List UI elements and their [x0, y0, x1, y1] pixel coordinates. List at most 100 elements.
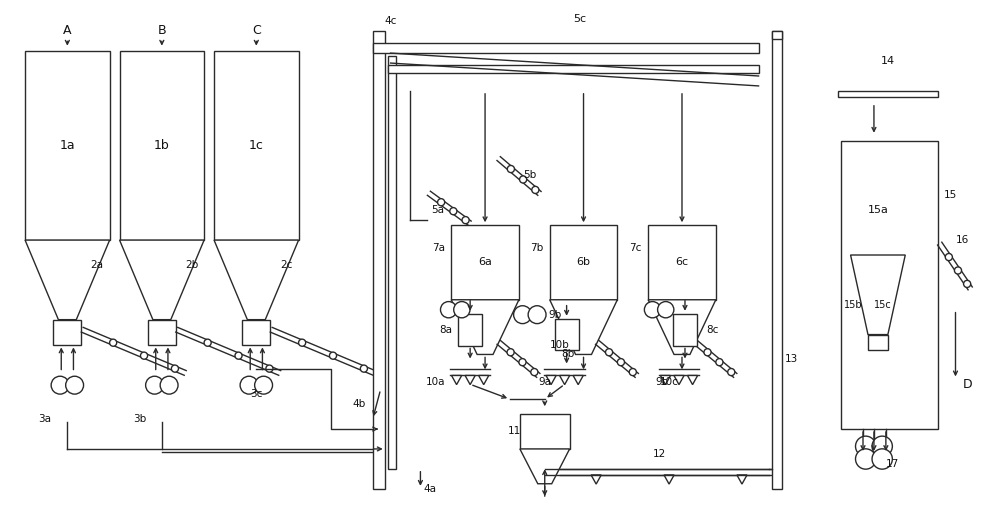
- Text: C: C: [252, 25, 261, 37]
- Circle shape: [945, 253, 952, 261]
- Polygon shape: [591, 475, 601, 484]
- Bar: [520, 414, 570, 449]
- Text: 1c: 1c: [249, 139, 264, 152]
- Circle shape: [531, 368, 538, 376]
- Text: 15b: 15b: [844, 300, 862, 310]
- Text: 2b: 2b: [185, 260, 198, 270]
- Circle shape: [532, 187, 539, 194]
- Polygon shape: [520, 449, 570, 484]
- Text: 5b: 5b: [523, 171, 536, 180]
- Polygon shape: [451, 300, 519, 355]
- Circle shape: [171, 365, 178, 372]
- Text: 11: 11: [508, 426, 522, 436]
- Text: B: B: [158, 25, 166, 37]
- Text: 4c: 4c: [384, 16, 397, 26]
- Bar: [148, 320, 176, 344]
- Polygon shape: [465, 376, 475, 385]
- Text: 10b: 10b: [550, 339, 570, 350]
- Polygon shape: [687, 376, 698, 385]
- Bar: [673, 314, 697, 345]
- Circle shape: [954, 267, 962, 274]
- Text: 12: 12: [652, 449, 666, 459]
- Text: 3a: 3a: [38, 414, 51, 424]
- Text: 13: 13: [785, 355, 798, 364]
- Polygon shape: [573, 376, 583, 385]
- Circle shape: [528, 306, 546, 323]
- Circle shape: [454, 301, 470, 318]
- Text: 8b: 8b: [561, 350, 574, 359]
- Polygon shape: [120, 240, 204, 320]
- Circle shape: [856, 436, 876, 456]
- Text: 4b: 4b: [352, 399, 365, 409]
- Text: 15c: 15c: [874, 300, 892, 310]
- Circle shape: [605, 349, 613, 356]
- Circle shape: [438, 199, 445, 206]
- Text: 17: 17: [886, 459, 899, 469]
- Circle shape: [507, 166, 514, 173]
- Bar: [550, 225, 617, 300]
- Circle shape: [299, 339, 306, 346]
- Text: 6c: 6c: [675, 258, 689, 267]
- Polygon shape: [550, 300, 617, 355]
- Circle shape: [507, 349, 514, 356]
- Circle shape: [146, 376, 164, 394]
- Circle shape: [66, 376, 84, 394]
- Text: 15: 15: [944, 190, 957, 200]
- Circle shape: [450, 207, 457, 215]
- Bar: [648, 225, 716, 300]
- Circle shape: [51, 376, 69, 394]
- Circle shape: [140, 352, 148, 359]
- Text: D: D: [963, 378, 972, 391]
- Bar: [373, 31, 385, 489]
- Bar: [388, 65, 759, 73]
- Circle shape: [360, 365, 367, 372]
- Bar: [555, 319, 579, 351]
- Circle shape: [644, 301, 661, 318]
- Circle shape: [856, 449, 876, 469]
- Text: 9a: 9a: [538, 377, 551, 387]
- Text: 5c: 5c: [573, 14, 586, 25]
- Text: A: A: [63, 25, 72, 37]
- Text: 5a: 5a: [431, 205, 444, 215]
- Polygon shape: [851, 255, 905, 335]
- Polygon shape: [737, 475, 747, 484]
- Text: 8c: 8c: [707, 324, 719, 335]
- Text: 14: 14: [881, 56, 895, 66]
- Text: 9c: 9c: [655, 377, 667, 387]
- Circle shape: [235, 352, 242, 359]
- Circle shape: [964, 281, 971, 288]
- Polygon shape: [25, 240, 110, 320]
- Text: 8a: 8a: [439, 324, 452, 335]
- Circle shape: [520, 176, 527, 183]
- Circle shape: [255, 376, 273, 394]
- Text: 6b: 6b: [577, 258, 591, 267]
- Circle shape: [617, 359, 624, 366]
- Bar: [868, 335, 888, 350]
- Bar: [388, 56, 396, 469]
- Text: 7a: 7a: [432, 243, 445, 252]
- Text: 2c: 2c: [280, 260, 292, 270]
- Bar: [120, 51, 204, 240]
- Circle shape: [514, 306, 532, 323]
- Bar: [458, 314, 482, 345]
- Polygon shape: [648, 300, 716, 355]
- Polygon shape: [660, 376, 671, 385]
- Text: 3c: 3c: [250, 389, 263, 399]
- Circle shape: [462, 217, 469, 224]
- Polygon shape: [479, 376, 489, 385]
- Text: 9b: 9b: [548, 310, 561, 320]
- Text: 15a: 15a: [867, 205, 888, 215]
- Text: 6a: 6a: [478, 258, 492, 267]
- Text: 1a: 1a: [60, 139, 75, 152]
- Text: 10a: 10a: [426, 377, 445, 387]
- Polygon shape: [664, 475, 674, 484]
- Text: 16: 16: [956, 235, 969, 245]
- Circle shape: [728, 368, 735, 376]
- Polygon shape: [214, 240, 299, 320]
- Circle shape: [872, 449, 892, 469]
- Circle shape: [266, 365, 273, 372]
- Circle shape: [629, 368, 636, 376]
- Text: 7c: 7c: [629, 243, 642, 252]
- Text: 7b: 7b: [530, 243, 544, 252]
- Circle shape: [704, 349, 711, 356]
